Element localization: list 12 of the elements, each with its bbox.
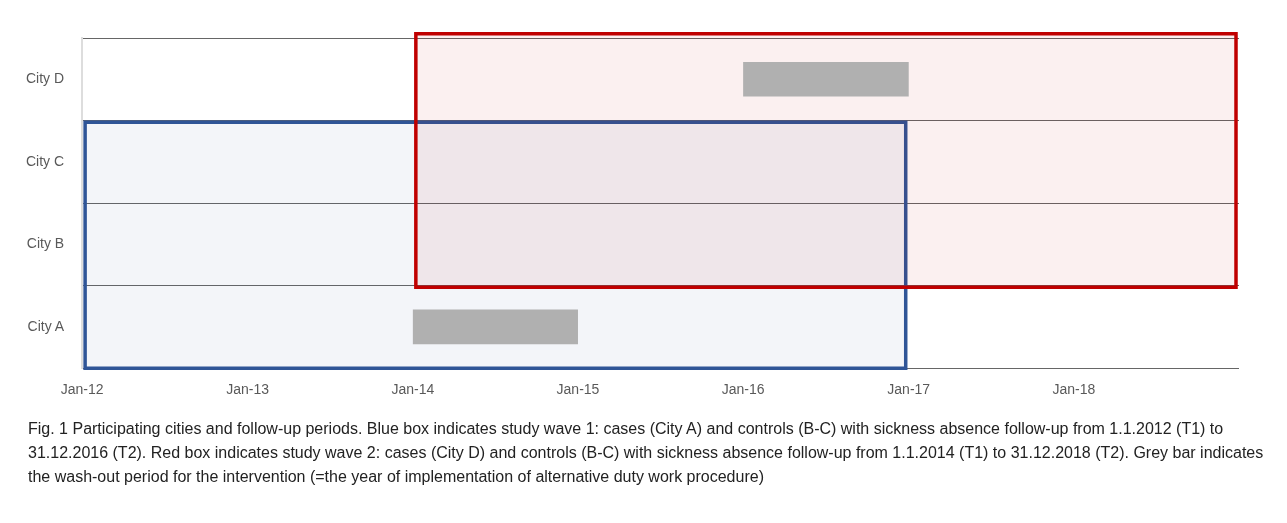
x-tick-label: Jan-14 (391, 381, 435, 398)
x-tick-label: Jan-12 (60, 381, 104, 398)
x-tick-label: Jan-13 (226, 381, 270, 398)
x-tick-label: Jan-18 (1052, 381, 1096, 398)
y-tick-label: City C (25, 152, 65, 169)
y-tick-label: City D (25, 70, 65, 87)
x-tick-label: Jan-16 (721, 381, 765, 398)
x-tick-label: Jan-17 (887, 381, 931, 398)
caption: Fig. 1 Participating cities and follow-up periods. Blue box indicates study wave 1: cases (City A) and controls (B-C) with sickness absence follow-up from 1.1.2012 (T1) to 31.12.2016 (T2). Red box indicates study wave 2: cases (City D) and controls (B-C) with sickness absence follow-up from 1.1.2014 (T1) to 31.12.2018 (T2). Grey bar indicates the wash-out period for the intervention (=the year of implementation of alternative duty work procedure) (27, 419, 1265, 487)
y-tick-label: City B (26, 235, 65, 252)
y-tick-label: City A (27, 317, 65, 334)
x-tick-label: Jan-15 (556, 381, 600, 398)
